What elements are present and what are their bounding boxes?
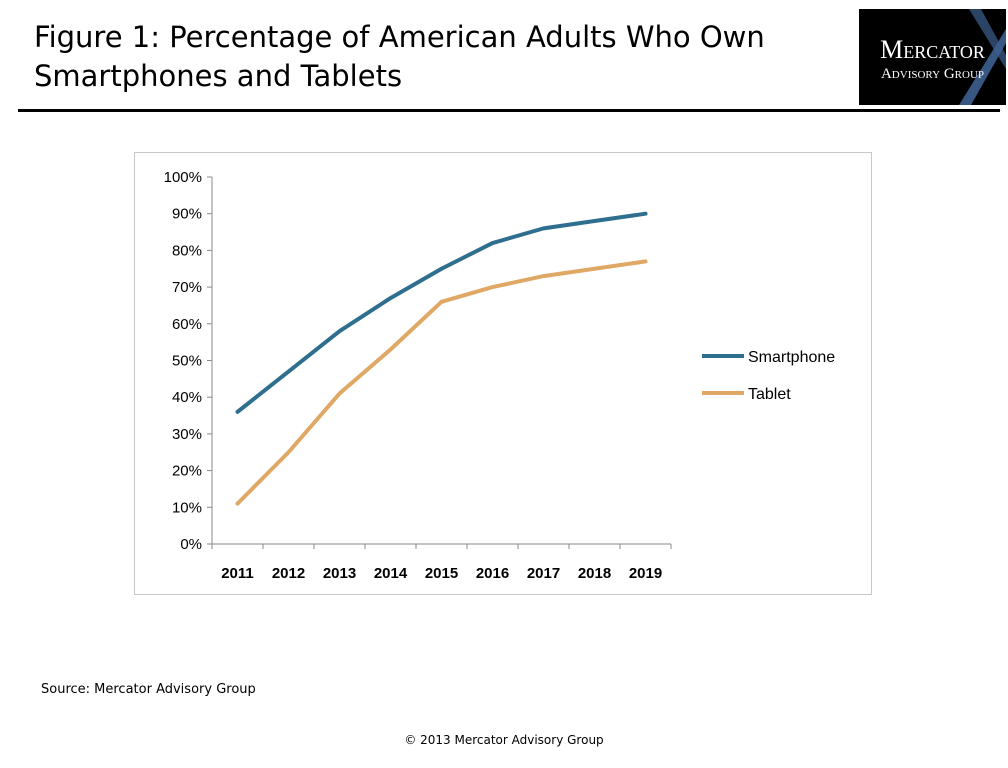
legend-label: Tablet [748, 386, 791, 403]
x-tick-label: 2019 [629, 565, 662, 582]
y-tick-label: 20% [172, 463, 202, 480]
logo-swoosh-icon [959, 9, 1006, 105]
x-tick-label: 2015 [425, 565, 458, 582]
page-title: Figure 1: Percentage of American Adults … [34, 20, 765, 93]
x-tick-label: 2012 [272, 565, 305, 582]
y-tick-label: 100% [164, 169, 202, 186]
source-note: Source: Mercator Advisory Group [41, 682, 256, 697]
logo-text-line1: Mercator [880, 35, 985, 64]
y-tick-label: 50% [172, 353, 202, 370]
x-tick-label: 2011 [221, 565, 254, 582]
x-tick-label: 2014 [374, 565, 408, 582]
series-line-smartphone [235, 211, 648, 414]
x-tick-label: 2018 [578, 565, 611, 582]
series-line-tablet [235, 259, 648, 506]
logo-text-line2: Advisory Group [880, 66, 985, 82]
y-tick-label: 70% [172, 279, 202, 296]
line-chart: 0% 10% 20% 30% 40% 50% 60% 70% 80% 90% 100% 2011 201… [134, 152, 872, 595]
y-tick-label: 30% [172, 426, 202, 443]
title-divider [18, 109, 1000, 112]
y-tick-label: 0% [180, 536, 202, 553]
y-tick-label: 60% [172, 316, 202, 333]
y-tick-label: 90% [172, 206, 202, 223]
legend-label: Smartphone [748, 349, 835, 366]
x-tick-label: 2016 [476, 565, 509, 582]
y-tick-label: 40% [172, 389, 202, 406]
x-tick-label: 2013 [323, 565, 356, 582]
y-tick-label: 80% [172, 242, 202, 259]
y-tick-label: 10% [172, 499, 202, 516]
mercator-logo: Mercator Advisory Group [859, 9, 1006, 105]
x-tick-label: 2017 [527, 565, 560, 582]
chart-canvas: 0% 10% 20% 30% 40% 50% 60% 70% 80% 90% 100% 2011 201… [164, 169, 836, 582]
copyright-notice: © 2013 Mercator Advisory Group [404, 733, 604, 747]
